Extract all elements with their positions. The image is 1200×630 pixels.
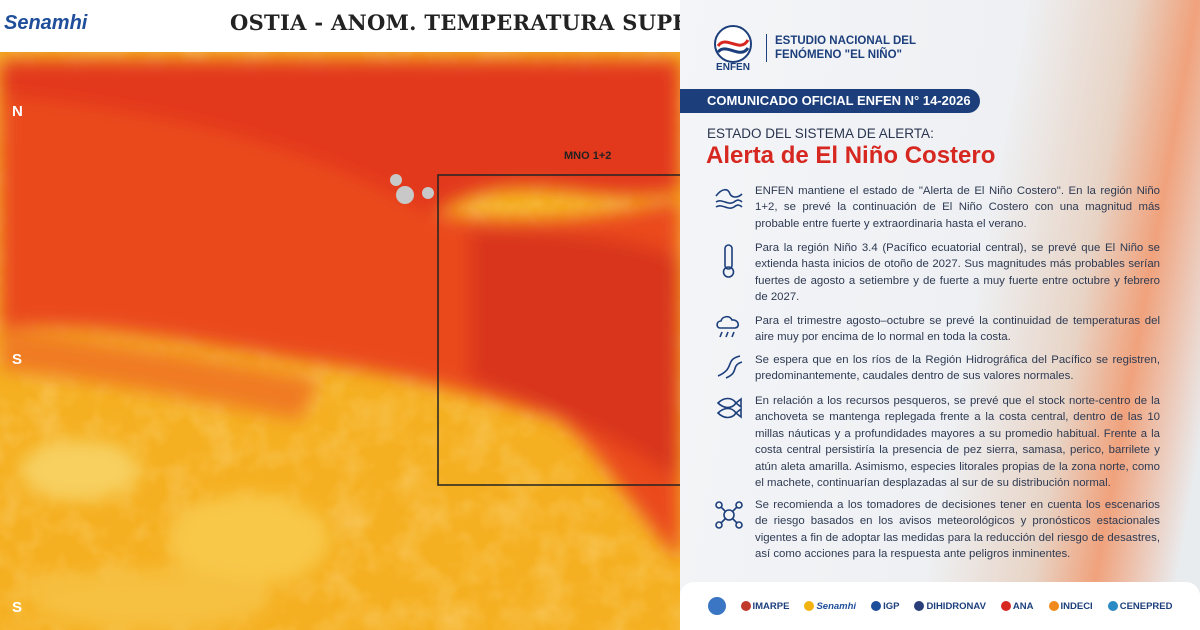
logo-mark (740, 601, 751, 611)
region-label: MNO 1+2 (564, 150, 612, 162)
partner-logo: DIHIDRONAV (914, 600, 986, 612)
banner: COMUNICADO OFICIAL ENFEN N° 14-2026 (680, 89, 980, 113)
logo-mark (1000, 601, 1011, 611)
logo-text: ENFEN (716, 62, 750, 72)
wave-icon (715, 188, 743, 209)
partner-name: CENEPRED (1119, 600, 1173, 612)
partner-name: IGP (883, 600, 900, 612)
partner-name: INDECI (1060, 600, 1093, 612)
communique: ENFEN ESTUDIO NACIONAL DEL FENÓMENO "EL … (680, 0, 1200, 630)
logo-mark (1048, 601, 1059, 611)
logo-mark (871, 601, 882, 611)
partner-name: DIHIDRONAV (926, 600, 986, 612)
partner-logos: IMARPE Senamhi IGP DIHIDRONAV ANA INDECI… (680, 582, 1200, 630)
map-brand: Senamhi (4, 12, 88, 34)
partner-logo: Senamhi (804, 601, 856, 612)
organization: ESTUDIO NACIONAL DEL FENÓMENO "EL NIÑO" (766, 34, 945, 62)
paragraph: ENFEN mantiene el estado de "Alerta de E… (755, 185, 1160, 230)
partner-name: Senamhi (816, 600, 857, 612)
partner-logo: CENEPRED (1107, 600, 1173, 612)
river-icon (717, 355, 743, 379)
map-image (0, 0, 680, 630)
logo-mark (1107, 601, 1118, 611)
partner-logo: ANA (1000, 600, 1034, 612)
lat-label: N (12, 103, 23, 120)
sst-map: Senamhi OSTIA - ANOM. TEMPERATURA SUPERF… (0, 0, 680, 630)
partner-name: ANA (1012, 600, 1034, 612)
network-icon (715, 501, 743, 529)
paragraph: Se espera que en los ríos de la Región H… (755, 354, 1160, 383)
subtitle: ESTADO DEL SISTEMA DE ALERTA: (707, 126, 934, 141)
headline: Alerta de El Niño Costero (706, 142, 996, 169)
partner-logo: INDECI (1048, 600, 1093, 612)
cloud-icon (716, 315, 740, 338)
lat-label: S (12, 351, 23, 368)
partner-logo: IMARPE (740, 600, 790, 612)
enfen-logo: ENFEN (714, 25, 752, 72)
paragraph: Para la región Niño 3.4 (Pacífico ecuato… (755, 242, 1160, 304)
map-title: OSTIA - ANOM. TEMPERATURA SUPERF (230, 10, 680, 35)
logo-mark (804, 601, 815, 611)
lat-label: S (12, 599, 23, 616)
brand: ENFEN ESTUDIO NACIONAL DEL FENÓMENO "EL … (710, 24, 945, 72)
paragraph: Para el trimestre agosto–octubre se prev… (755, 315, 1160, 344)
paragraph: En relación a los recursos pesqueros, se… (755, 395, 1160, 490)
logo-mark (914, 601, 925, 611)
thermometer-icon (722, 244, 735, 278)
partner-name: IMARPE (752, 600, 790, 612)
paragraph: Se recomienda a los tomadores de decisio… (755, 499, 1160, 561)
fish-icon (716, 397, 742, 419)
logo-mark (707, 597, 726, 615)
partner-logo: IGP (871, 601, 899, 612)
